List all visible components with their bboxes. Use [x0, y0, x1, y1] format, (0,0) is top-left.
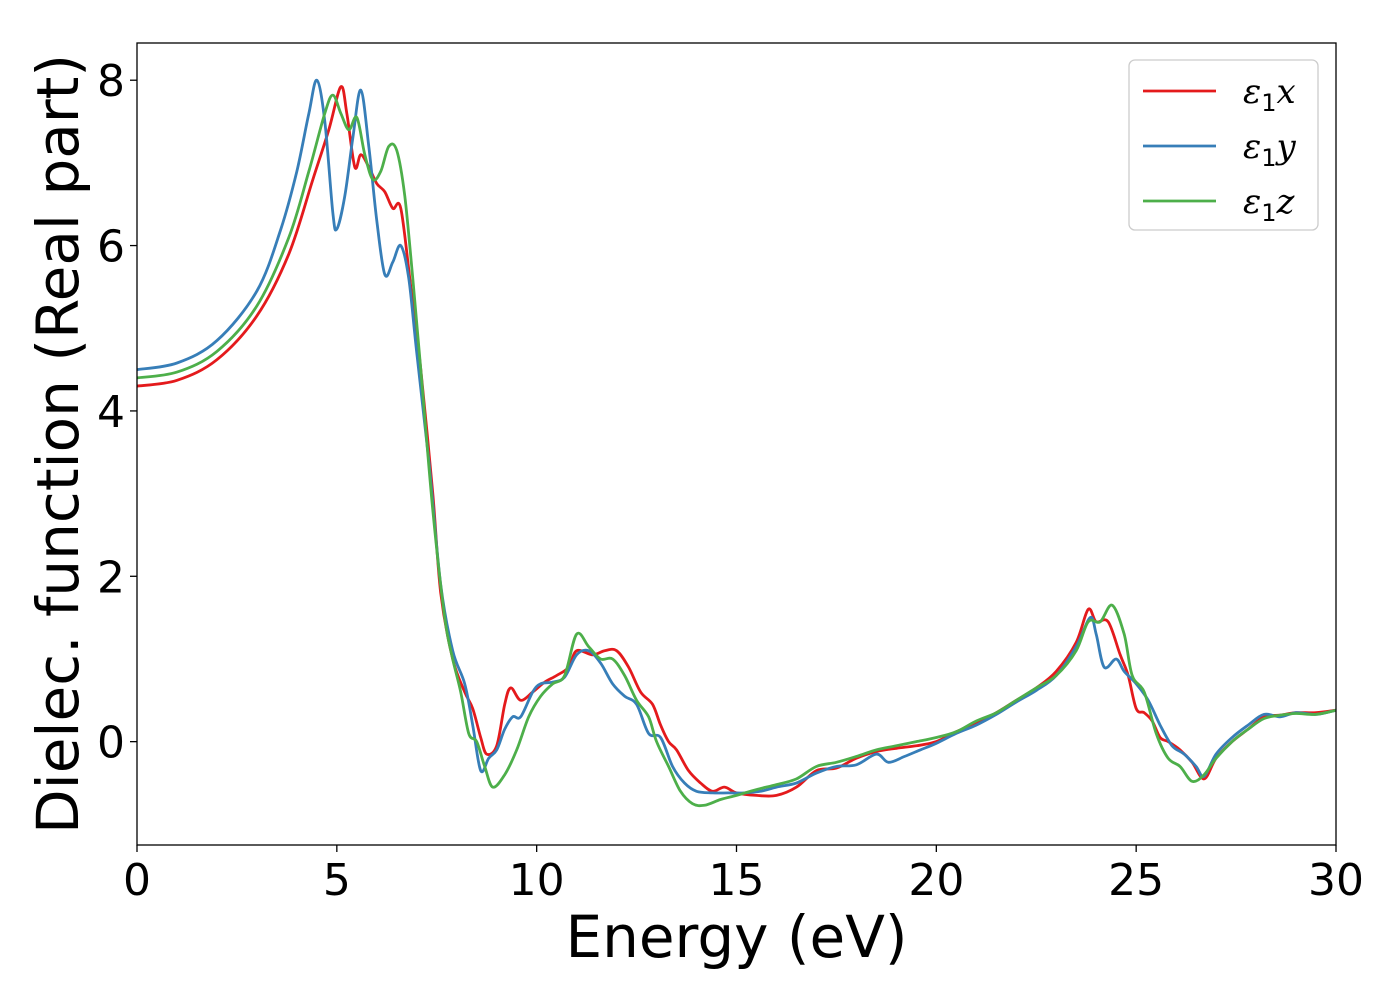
- legend: ε1x ε1y ε1z: [1128, 59, 1319, 231]
- series-line-z: [136, 93, 1337, 808]
- x-tick-label: 25: [1108, 855, 1164, 906]
- y-tick-label: 2: [97, 552, 125, 603]
- series-line-x: [136, 85, 1337, 798]
- legend-label-y: ε1y: [1243, 127, 1297, 172]
- tick-layer: 0 5 10 15 20 25 30 0 2 4 6 8: [97, 56, 1364, 906]
- series-layer: [136, 78, 1337, 808]
- x-tick-label: 20: [908, 855, 964, 906]
- y-tick-label: 8: [97, 56, 125, 107]
- legend-label-z: ε1z: [1243, 182, 1296, 227]
- legend-label-x: ε1x: [1243, 72, 1296, 117]
- x-tick-label: 30: [1308, 855, 1364, 906]
- legend-box: [1128, 59, 1319, 231]
- x-tick-label: 0: [123, 855, 151, 906]
- x-tick-label: 10: [509, 855, 565, 906]
- x-tick-label: 15: [709, 855, 765, 906]
- y-axis-title: Dielec. function (Real part): [24, 54, 92, 834]
- y-tick-label: 6: [97, 222, 125, 273]
- series-line-y: [136, 78, 1337, 795]
- y-tick-label: 4: [97, 387, 125, 438]
- x-tick-label: 5: [323, 855, 351, 906]
- y-tick-label: 0: [97, 718, 125, 769]
- x-axis-title: Energy (eV): [565, 903, 907, 971]
